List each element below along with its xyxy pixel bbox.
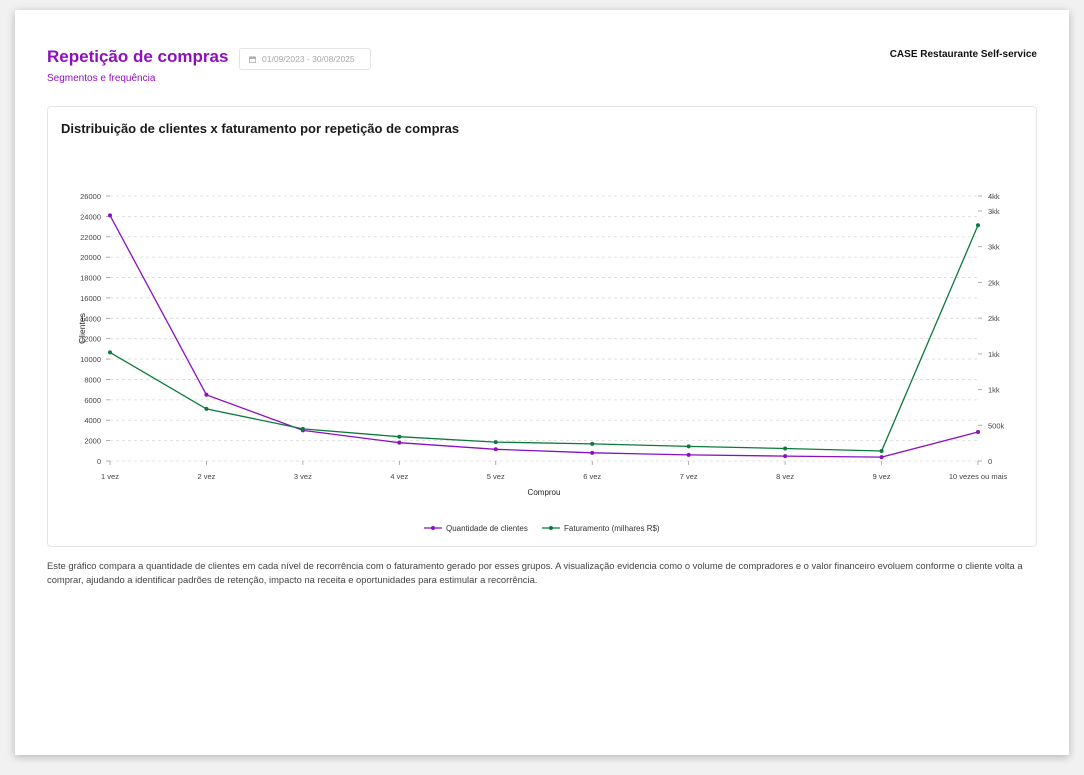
data-point-revenue bbox=[590, 441, 595, 446]
date-range-text: 01/09/2023 - 30/08/2025 bbox=[262, 54, 355, 64]
y2-tick-label: 0 bbox=[988, 457, 992, 466]
x-tick-label: 2 vez bbox=[197, 472, 215, 481]
y-tick-label: 8000 bbox=[84, 375, 101, 384]
x-tick-label: 10 vezes ou mais bbox=[949, 472, 1008, 481]
calendar-icon bbox=[249, 55, 256, 63]
y2-tick-label: 1kk bbox=[988, 386, 1000, 395]
y2-tick-label: 2kk bbox=[988, 278, 1000, 287]
data-point-revenue bbox=[783, 446, 788, 451]
y2-tick-label: 3kk bbox=[988, 243, 1000, 252]
y-tick-label: 0 bbox=[97, 457, 101, 466]
y-tick-label: 26000 bbox=[80, 192, 101, 201]
x-tick-label: 1 vez bbox=[101, 472, 119, 481]
x-tick-label: 8 vez bbox=[776, 472, 794, 481]
x-tick-label: 4 vez bbox=[390, 472, 408, 481]
y-tick-label: 6000 bbox=[84, 396, 101, 405]
y-tick-label: 14000 bbox=[80, 314, 101, 323]
y-tick-label: 12000 bbox=[80, 335, 101, 344]
page-subtitle: Segmentos e frequência bbox=[47, 73, 156, 84]
legend-label: Faturamento (milhares R$) bbox=[564, 524, 660, 533]
chart-card: Distribuição de clientes x faturamento p… bbox=[47, 106, 1037, 547]
data-point-revenue bbox=[879, 449, 884, 453]
x-axis-title: Comprou bbox=[528, 488, 561, 497]
y2-tick-label: 1kk bbox=[988, 350, 1000, 359]
y-tick-label: 16000 bbox=[80, 294, 101, 303]
x-tick-label: 6 vez bbox=[583, 472, 601, 481]
data-point-clients bbox=[493, 447, 498, 452]
data-point-clients bbox=[879, 455, 884, 460]
data-point-clients bbox=[976, 429, 980, 434]
chart-title: Distribuição de clientes x faturamento p… bbox=[61, 121, 460, 136]
x-tick-label: 7 vez bbox=[680, 472, 698, 481]
data-point-revenue bbox=[976, 223, 980, 228]
legend-marker bbox=[549, 526, 553, 530]
x-tick-label: 5 vez bbox=[487, 472, 505, 481]
y-tick-label: 20000 bbox=[80, 253, 101, 262]
series-line-revenue bbox=[109, 225, 979, 452]
data-point-revenue bbox=[686, 444, 691, 449]
legend-marker bbox=[431, 526, 435, 530]
y2-tick-label: 4kk bbox=[988, 192, 1000, 201]
y2-tick-label: 500k bbox=[988, 421, 1005, 430]
chart-svg: 0 2000 4000 6000 8000 10000 12000 14000 16000 180… bbox=[77, 192, 1008, 533]
chart-description: Este gráfico compara a quantidade de cli… bbox=[47, 560, 1023, 585]
x-tick-label: 9 vez bbox=[873, 472, 891, 481]
y-tick-label: 18000 bbox=[80, 274, 101, 283]
y-tick-label: 24000 bbox=[80, 212, 101, 221]
data-point-revenue bbox=[397, 434, 402, 439]
data-point-clients bbox=[108, 213, 112, 218]
data-point-clients bbox=[397, 440, 402, 445]
data-point-revenue bbox=[204, 406, 209, 411]
legend-label: Quantidade de clientes bbox=[446, 524, 528, 533]
date-range-picker[interactable]: 01/09/2023 - 30/08/2025 bbox=[239, 48, 371, 70]
data-point-clients bbox=[783, 454, 788, 459]
page-title: Repetição de compras bbox=[47, 47, 229, 66]
y-tick-label: 4000 bbox=[84, 416, 101, 425]
data-point-clients bbox=[590, 450, 595, 455]
data-point-revenue bbox=[493, 440, 498, 445]
data-point-revenue bbox=[300, 426, 305, 431]
data-point-revenue bbox=[108, 350, 112, 355]
y-tick-label: 22000 bbox=[80, 233, 101, 242]
y2-tick-label: 2kk bbox=[988, 314, 1000, 323]
data-point-clients bbox=[204, 392, 209, 397]
data-point-clients bbox=[686, 452, 691, 457]
company-name: CASE Restaurante Self-service bbox=[889, 49, 1037, 60]
series-line-clients bbox=[109, 215, 979, 458]
y-tick-label: 2000 bbox=[84, 437, 101, 446]
y-axis-title: Clientes bbox=[77, 313, 87, 344]
report-page: Repetição de compras Segmentos e frequên… bbox=[15, 10, 1069, 755]
y-tick-label: 10000 bbox=[80, 355, 101, 364]
y2-tick-label: 3kk bbox=[988, 207, 1000, 216]
x-tick-label: 3 vez bbox=[294, 472, 312, 481]
